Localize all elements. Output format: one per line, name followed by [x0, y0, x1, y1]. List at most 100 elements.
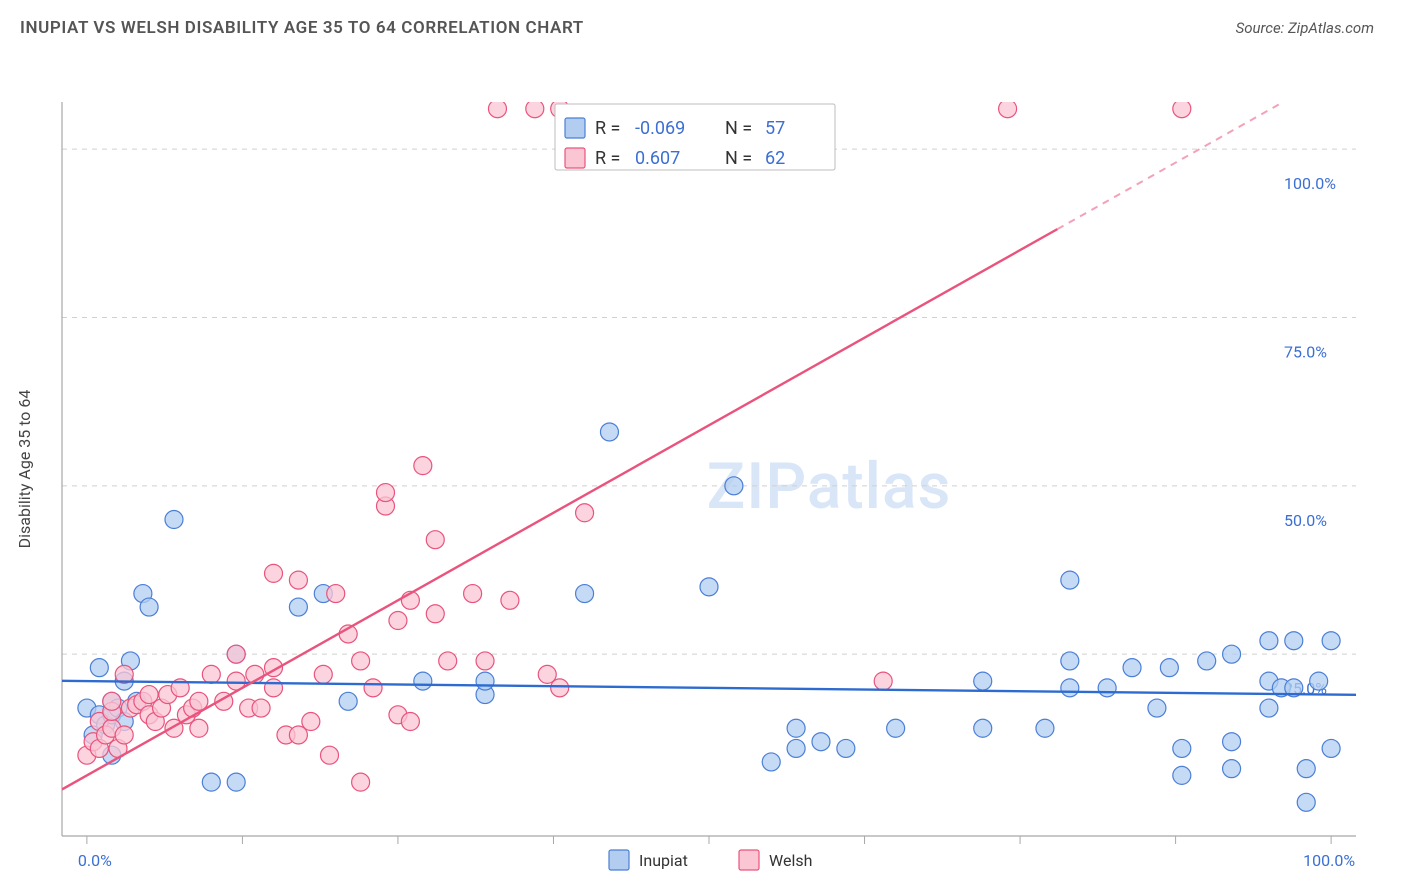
- data-point: [1173, 739, 1191, 757]
- y-tick-label: 50.0%: [1284, 511, 1327, 530]
- data-point: [1173, 766, 1191, 784]
- data-point: [812, 733, 830, 751]
- legend-swatch: [609, 850, 629, 870]
- stats-n-label: N =: [725, 148, 752, 169]
- stats-r-value: -0.069: [635, 118, 685, 139]
- data-point: [576, 585, 594, 603]
- data-point: [401, 713, 419, 731]
- data-point: [321, 746, 339, 764]
- data-point: [1223, 733, 1241, 751]
- data-point: [426, 531, 444, 549]
- data-point: [974, 672, 992, 690]
- data-point: [1160, 659, 1178, 677]
- chart-area: ZIPatlas25.0%50.0%75.0%100.0%0.0%100.0%D…: [0, 44, 1406, 888]
- x-max-label: 100.0%: [1303, 851, 1355, 870]
- data-point: [1260, 632, 1278, 650]
- stats-r-label: R =: [595, 148, 620, 169]
- data-point: [526, 100, 544, 118]
- data-point: [488, 100, 506, 118]
- trendline-inupiat: [62, 681, 1356, 695]
- data-point: [265, 564, 283, 582]
- data-point: [974, 719, 992, 737]
- data-point: [999, 100, 1017, 118]
- series-legend: Inupiat Welsh: [609, 850, 812, 870]
- y-tick-label: 100.0%: [1284, 174, 1336, 193]
- data-point: [352, 652, 370, 670]
- chart-title: INUPIAT VS WELSH DISABILITY AGE 35 TO 64…: [20, 18, 584, 38]
- data-point: [1322, 739, 1340, 757]
- data-point: [103, 692, 121, 710]
- data-point: [265, 679, 283, 697]
- x-min-label: 0.0%: [78, 851, 112, 870]
- data-point: [887, 719, 905, 737]
- data-point: [289, 598, 307, 616]
- data-point: [1285, 632, 1303, 650]
- data-point: [1297, 760, 1315, 778]
- data-point: [1198, 652, 1216, 670]
- data-point: [1061, 571, 1079, 589]
- stats-swatch: [565, 148, 585, 168]
- data-point: [1223, 645, 1241, 663]
- stats-n-value: 62: [765, 148, 785, 169]
- data-point: [314, 665, 332, 683]
- stats-swatch: [565, 118, 585, 138]
- data-point: [787, 719, 805, 737]
- y-axis-title: Disability Age 35 to 64: [15, 390, 34, 549]
- chart-header: INUPIAT VS WELSH DISABILITY AGE 35 TO 64…: [0, 0, 1406, 44]
- data-point: [700, 578, 718, 596]
- data-point: [190, 719, 208, 737]
- legend-label: Welsh: [769, 851, 812, 870]
- data-point: [464, 585, 482, 603]
- data-point: [476, 652, 494, 670]
- data-point: [725, 477, 743, 495]
- data-point: [252, 699, 270, 717]
- y-tick-label: 75.0%: [1284, 342, 1327, 361]
- data-point: [140, 598, 158, 616]
- data-point: [600, 423, 618, 441]
- scatter-chart: ZIPatlas25.0%50.0%75.0%100.0%0.0%100.0%D…: [0, 44, 1406, 888]
- data-point: [1223, 760, 1241, 778]
- data-point: [327, 585, 345, 603]
- data-point: [439, 652, 457, 670]
- data-point: [289, 571, 307, 589]
- data-point: [426, 605, 444, 623]
- data-point: [1173, 100, 1191, 118]
- trendline-welsh-extrapolated: [1057, 103, 1281, 229]
- data-point: [551, 679, 569, 697]
- data-point: [576, 504, 594, 522]
- stats-n-label: N =: [725, 118, 752, 139]
- data-point: [837, 739, 855, 757]
- data-point: [1148, 699, 1166, 717]
- stats-r-value: 0.607: [635, 148, 680, 169]
- data-point: [1310, 672, 1328, 690]
- data-point: [389, 612, 407, 630]
- data-point: [501, 591, 519, 609]
- data-point: [352, 773, 370, 791]
- legend-swatch: [739, 850, 759, 870]
- data-point: [1098, 679, 1116, 697]
- data-point: [227, 773, 245, 791]
- data-point: [476, 672, 494, 690]
- data-point: [1123, 659, 1141, 677]
- stats-r-label: R =: [595, 118, 620, 139]
- data-point: [787, 739, 805, 757]
- stats-n-value: 57: [765, 118, 785, 139]
- data-point: [1036, 719, 1054, 737]
- legend-label: Inupiat: [639, 851, 688, 870]
- data-point: [202, 773, 220, 791]
- data-point: [1260, 699, 1278, 717]
- data-point: [302, 713, 320, 731]
- data-point: [1061, 679, 1079, 697]
- data-point: [364, 679, 382, 697]
- data-point: [1297, 793, 1315, 811]
- data-point: [377, 484, 395, 502]
- data-point: [874, 672, 892, 690]
- data-point: [1322, 632, 1340, 650]
- data-point: [90, 659, 108, 677]
- data-point: [762, 753, 780, 771]
- data-point: [227, 645, 245, 663]
- data-point: [165, 511, 183, 529]
- data-point: [115, 726, 133, 744]
- data-point: [202, 665, 220, 683]
- data-point: [339, 692, 357, 710]
